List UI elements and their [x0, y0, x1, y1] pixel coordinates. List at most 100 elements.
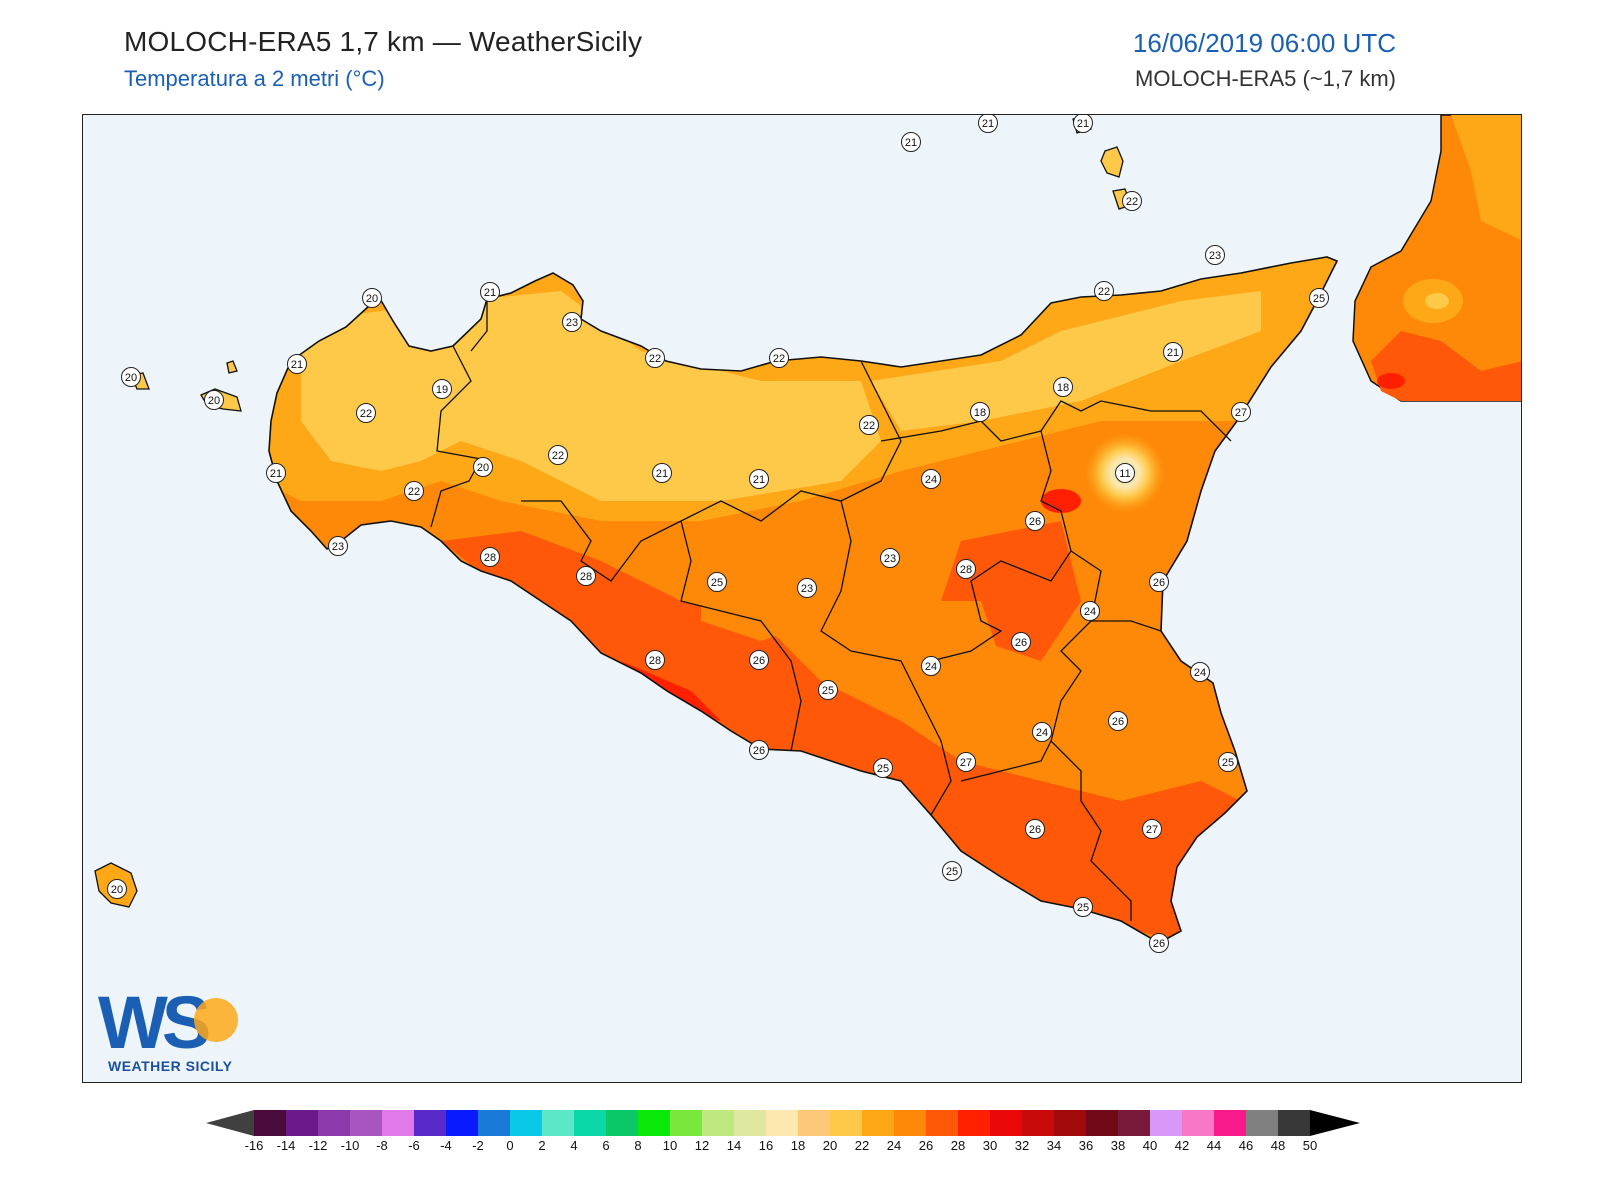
station-value: 26: [753, 655, 765, 667]
calabria-land: [1352, 115, 1521, 402]
station-marker: 20: [473, 457, 493, 477]
colorbar-segment: [542, 1110, 574, 1136]
station-value: 24: [1194, 667, 1206, 679]
station-value: 21: [656, 468, 668, 480]
station-circle: [873, 758, 893, 778]
station-marker: 22: [859, 415, 879, 435]
station-marker: 22: [548, 445, 568, 465]
colorbar-segment: [830, 1110, 862, 1136]
station-value: 22: [773, 353, 785, 365]
station-circle: [797, 578, 817, 598]
station-marker: 22: [769, 348, 789, 368]
station-marker: 20: [121, 367, 141, 387]
station-value: 27: [1146, 824, 1158, 836]
colorbar-segment: [382, 1110, 414, 1136]
station-value: 21: [1167, 347, 1179, 359]
colorbar-segment: [990, 1110, 1022, 1136]
colorbar-tick-label: 38: [1110, 1138, 1126, 1153]
station-circle: [1122, 191, 1142, 211]
colorbar-segment: [446, 1110, 478, 1136]
map-title: MOLOCH-ERA5 1,7 km — WeatherSicily: [124, 26, 643, 57]
station-circle: [432, 379, 452, 399]
station-circle: [356, 403, 376, 423]
station-value: 11: [1119, 468, 1130, 480]
station-marker: 21: [749, 469, 769, 489]
colorbar-tick-label: -10: [340, 1138, 360, 1153]
station-value: 19: [436, 384, 448, 396]
forecast-datetime: 16/06/2019 06:00 UTC: [1132, 28, 1396, 58]
province-boundaries: [430, 299, 1232, 921]
colorbar-segment: [414, 1110, 446, 1136]
station-value: 25: [1222, 757, 1234, 769]
station-circle: [480, 547, 500, 567]
sicily-land: [268, 256, 1338, 944]
station-marker: 28: [576, 566, 596, 586]
station-value: 26: [1015, 637, 1027, 649]
station-circle: [749, 469, 769, 489]
station-marker: 21: [652, 463, 672, 483]
colorbar-segment: [1118, 1110, 1150, 1136]
station-marker: 23: [328, 536, 348, 556]
station-circle: [287, 354, 307, 374]
colorbar-segment: [766, 1110, 798, 1136]
station-marker: 27: [956, 752, 976, 772]
colorbar-over-arrow: [1310, 1110, 1360, 1136]
station-value: 24: [1036, 727, 1048, 739]
map-panel[interactable]: 21 21 21 22 23 22 25 21 18 18 27 11 20 21 23 22 22 21 19 20…: [82, 114, 1522, 1083]
station-value: 22: [408, 486, 420, 498]
colorbar-tick-label: 16: [758, 1138, 774, 1153]
colorbar-tick-label: 44: [1206, 1138, 1222, 1153]
colorbar-segment: [350, 1110, 382, 1136]
colorbar-segment: [1278, 1110, 1310, 1136]
station-marker: 26: [1025, 511, 1045, 531]
station-marker: 28: [480, 547, 500, 567]
colorbar-segment: [1246, 1110, 1278, 1136]
station-value: 20: [366, 293, 378, 305]
station-marker: 23: [1205, 245, 1225, 265]
station-circle: [1053, 377, 1073, 397]
station-value: 27: [1235, 407, 1247, 419]
station-marker: 20: [362, 288, 382, 308]
colorbar-segment: [1054, 1110, 1086, 1136]
station-marker: 21: [287, 354, 307, 374]
station-marker: 24: [1032, 722, 1052, 742]
station-value: 26: [1153, 577, 1165, 589]
colorbar-tick-label: 32: [1014, 1138, 1030, 1153]
colorbar-tick-label: -12: [308, 1138, 328, 1153]
colorbar-tick-label: 34: [1046, 1138, 1062, 1153]
colorbar-segment: [958, 1110, 990, 1136]
colorbar-tick-label: 0: [506, 1138, 514, 1153]
station-marker: 26: [1025, 819, 1045, 839]
station-value: 25: [822, 685, 834, 697]
station-circle: [1011, 632, 1031, 652]
station-circle: [859, 415, 879, 435]
station-marker: 21: [480, 282, 500, 302]
colorbar-tick-label: 26: [918, 1138, 934, 1153]
station-value: 25: [1077, 902, 1089, 914]
station-circle: [362, 288, 382, 308]
colorbar-tick-label: 14: [726, 1138, 742, 1153]
station-value: 27: [960, 757, 972, 769]
colorbar-tick-label: -16: [244, 1138, 264, 1153]
station-value: 21: [291, 359, 303, 371]
station-value: 23: [1209, 250, 1221, 262]
station-marker: 21: [1073, 115, 1093, 133]
station-value: 22: [360, 408, 372, 420]
colorbar-segment: [1214, 1110, 1246, 1136]
station-circle: [1205, 245, 1225, 265]
station-value: 28: [649, 655, 661, 667]
station-marker: 11: [1115, 463, 1135, 483]
svg-text:WS: WS: [98, 984, 209, 1064]
temperature-map: 21 21 21 22 23 22 25 21 18 18 27 11 20 21 23 22 22 21 19 20…: [83, 115, 1521, 1082]
station-circle: [978, 115, 998, 133]
colorbar-tick-label: 2: [538, 1138, 546, 1153]
station-value: 25: [946, 866, 958, 878]
station-marker: 26: [1149, 933, 1169, 953]
colorbar-segment: [318, 1110, 350, 1136]
map-subtitle: Temperatura a 2 metri (°C): [124, 66, 385, 91]
station-value: 24: [1084, 606, 1096, 618]
station-circle: [1080, 601, 1100, 621]
station-value: 25: [877, 763, 889, 775]
station-circle: [1309, 288, 1329, 308]
station-marker: 21: [1163, 342, 1183, 362]
